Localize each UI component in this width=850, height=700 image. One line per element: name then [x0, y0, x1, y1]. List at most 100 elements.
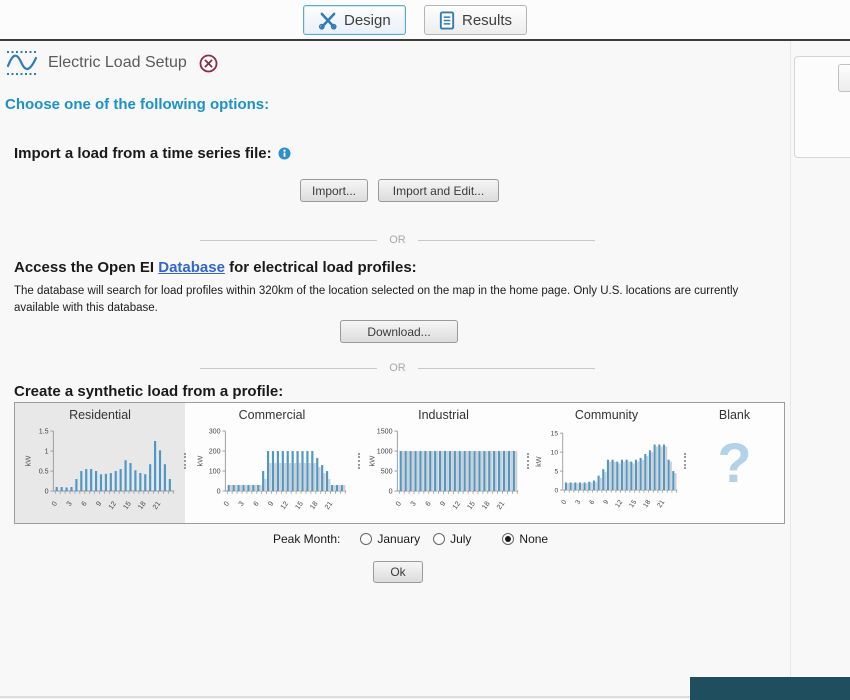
svg-text:15: 15: [550, 430, 558, 437]
chart-title-industrial: Industrial: [418, 408, 469, 422]
profile-tile-industrial[interactable]: Industrial 0 500 1000 1500 kW 0 3 6 9 12 15 18 21: [358, 403, 528, 523]
svg-text:300: 300: [209, 428, 221, 436]
blank-tile-label: Blank: [718, 408, 751, 422]
svg-text:0: 0: [388, 488, 392, 496]
ok-button[interactable]: Ok: [373, 561, 423, 583]
database-heading-prefix: Access the Open EI: [14, 259, 159, 276]
toolbar-separator: [0, 39, 850, 41]
svg-text:9: 9: [95, 500, 104, 508]
database-heading-suffix: for electrical load profiles:: [224, 259, 417, 276]
svg-text:6: 6: [80, 500, 89, 508]
svg-text:1000: 1000: [376, 448, 392, 456]
svg-text:kW: kW: [534, 456, 543, 467]
svg-text:15: 15: [122, 500, 133, 511]
svg-text:0: 0: [560, 499, 568, 506]
svg-text:12: 12: [451, 500, 462, 511]
svg-text:0: 0: [554, 487, 558, 494]
svg-text:kW: kW: [367, 455, 376, 467]
tile-separator-grip: [184, 453, 186, 469]
svg-text:9: 9: [602, 499, 610, 506]
or-label: OR: [389, 362, 406, 374]
profile-selector: Residential 0 0.5 1 1.5 kW 0 3 6 9 12 15 18 21 Comme…: [14, 402, 785, 524]
svg-text:0: 0: [50, 500, 59, 508]
svg-text:21: 21: [495, 500, 506, 511]
divider-line: [200, 239, 378, 241]
right-panel-mini-button[interactable]: [838, 64, 850, 92]
import-button[interactable]: Import...: [300, 179, 368, 202]
svg-text:18: 18: [137, 500, 148, 511]
import-section-heading: Import a load from a time series file:: [14, 145, 291, 162]
results-tab[interactable]: Results: [424, 5, 528, 35]
chart-title-commercial: Commercial: [238, 408, 306, 422]
svg-text:6: 6: [252, 500, 261, 508]
svg-text:9: 9: [267, 500, 276, 508]
svg-text:3: 3: [409, 500, 418, 508]
svg-text:12: 12: [107, 500, 118, 511]
svg-text:0: 0: [222, 500, 231, 508]
svg-text:500: 500: [380, 468, 392, 476]
svg-text:100: 100: [209, 468, 221, 476]
svg-text:1500: 1500: [376, 428, 392, 436]
bottom-right-dark-panel: [690, 677, 850, 700]
svg-text:0: 0: [217, 488, 221, 496]
svg-text:3: 3: [574, 499, 582, 506]
right-pane-divider: [790, 41, 791, 700]
svg-text:18: 18: [480, 500, 491, 511]
database-link[interactable]: Database: [158, 259, 225, 276]
svg-text:0.5: 0.5: [39, 468, 49, 476]
or-divider-2: OR: [200, 362, 595, 374]
peak-month-radio-january[interactable]: January: [360, 532, 420, 546]
results-tab-label: Results: [462, 11, 513, 29]
svg-text:200: 200: [209, 448, 221, 456]
profile-tile-commercial[interactable]: Commercial 0 100 200 300 kW 0 3 6 9 12 15 18 21: [184, 403, 359, 523]
peak-month-label: Peak Month:: [273, 532, 341, 546]
design-tab-label: Design: [344, 11, 391, 29]
chart-title-residential: Residential: [69, 408, 131, 422]
divider-line: [417, 367, 595, 369]
svg-text:12: 12: [279, 500, 290, 511]
close-icon[interactable]: [199, 54, 218, 73]
profile-tile-community[interactable]: Community 0 5 10 15 kW 0 3 6 9 12 15 18 21: [527, 403, 685, 523]
profile-tile-residential[interactable]: Residential 0 0.5 1 1.5 kW 0 3 6 9 12 15 18 21: [15, 403, 185, 523]
peak-month-radio-july[interactable]: July: [433, 532, 471, 546]
or-label: OR: [389, 234, 406, 246]
tile-separator-grip: [527, 453, 529, 469]
svg-text:5: 5: [554, 468, 558, 475]
peak-month-row: Peak Month: January July None: [273, 532, 548, 546]
radio-circle-icon: [502, 533, 515, 545]
radio-label: July: [450, 532, 472, 546]
or-divider-1: OR: [200, 234, 595, 246]
svg-text:18: 18: [642, 499, 652, 509]
import-heading-label: Import a load from a time series file:: [14, 145, 272, 162]
download-button[interactable]: Download...: [340, 320, 458, 343]
svg-text:1.5: 1.5: [39, 428, 49, 436]
top-toolbar: Design Results: [0, 0, 850, 39]
svg-text:3: 3: [237, 500, 246, 508]
synthetic-section-heading: Create a synthetic load from a profile:: [14, 383, 284, 400]
import-buttons-row: Import... Import and Edit...: [300, 179, 499, 202]
radio-circle-icon: [433, 533, 446, 545]
profile-tile-blank[interactable]: Blank ?: [684, 403, 784, 523]
svg-text:21: 21: [151, 500, 162, 511]
peak-month-radio-none[interactable]: None: [502, 532, 548, 546]
info-icon[interactable]: [278, 147, 291, 160]
design-icon: [318, 11, 337, 30]
page-title: Electric Load Setup: [48, 54, 187, 71]
svg-text:15: 15: [294, 500, 305, 511]
svg-text:6: 6: [423, 500, 432, 508]
design-tab[interactable]: Design: [303, 5, 406, 35]
svg-text:15: 15: [628, 499, 638, 509]
svg-text:10: 10: [550, 449, 558, 456]
svg-text:12: 12: [614, 499, 624, 509]
bottom-border-line: [0, 696, 790, 698]
electric-load-icon: [6, 50, 38, 76]
svg-text:0: 0: [394, 500, 403, 508]
import-and-edit-button[interactable]: Import and Edit...: [378, 179, 499, 202]
tile-separator-grip: [358, 453, 360, 469]
chart-title-community: Community: [574, 408, 639, 422]
svg-text:0: 0: [45, 488, 49, 496]
